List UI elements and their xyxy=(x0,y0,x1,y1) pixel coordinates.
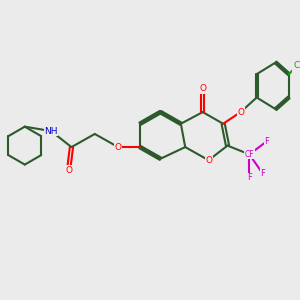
Text: CF: CF xyxy=(244,150,254,159)
Text: F: F xyxy=(265,137,269,146)
Text: O: O xyxy=(65,166,72,175)
Text: Cl: Cl xyxy=(293,61,300,70)
Text: F: F xyxy=(247,173,252,182)
Text: O: O xyxy=(115,142,122,152)
Text: O: O xyxy=(237,108,244,117)
Text: O: O xyxy=(199,84,206,93)
Text: NH: NH xyxy=(44,127,58,136)
Text: F: F xyxy=(260,169,265,178)
Text: O: O xyxy=(205,156,212,165)
